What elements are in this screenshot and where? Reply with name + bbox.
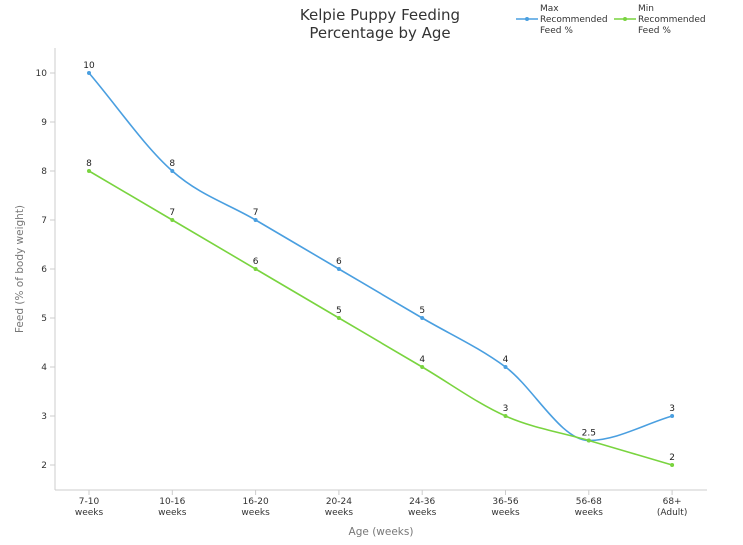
x-tick-label: 20-24 xyxy=(326,497,352,507)
x-tick-label: 56-68 xyxy=(576,497,602,507)
data-point xyxy=(170,169,175,173)
x-tick-label: weeks xyxy=(158,508,187,518)
x-tick-label: 16-20 xyxy=(243,497,269,507)
x-tick-label: 10-16 xyxy=(159,497,185,507)
legend-label: Feed % xyxy=(638,26,671,36)
x-tick-label: weeks xyxy=(325,508,354,518)
legend-swatch-marker xyxy=(525,17,529,21)
data-label: 7 xyxy=(169,208,175,218)
data-label: 2.5 xyxy=(582,429,596,439)
data-label: 3 xyxy=(669,404,675,414)
data-point xyxy=(503,365,508,369)
legend-swatch-marker xyxy=(623,17,627,21)
data-point xyxy=(503,414,508,418)
y-tick-label: 4 xyxy=(41,363,47,373)
x-tick-label: 7-10 xyxy=(79,497,100,507)
legend-label: Recommended xyxy=(638,15,706,25)
axes: 23456789107-10weeks10-16weeks16-20weeks2… xyxy=(36,48,707,518)
data-labels: 10 8 7 6 5 4 2.5 3 8 7 6 5 4 3 2 xyxy=(83,61,675,463)
data-point xyxy=(586,438,591,443)
data-label: 4 xyxy=(419,355,425,365)
data-label: 7 xyxy=(253,208,259,218)
x-tick-label: weeks xyxy=(575,508,604,518)
x-axis-title: Age (weeks) xyxy=(349,526,414,538)
y-tick-label: 7 xyxy=(41,216,47,226)
y-tick-label: 9 xyxy=(41,118,47,128)
data-point xyxy=(670,463,675,467)
x-tick-label: weeks xyxy=(491,508,520,518)
legend-label: Max xyxy=(540,4,559,14)
data-point xyxy=(420,365,425,369)
data-label: 6 xyxy=(336,257,342,267)
data-point xyxy=(253,218,258,222)
y-tick-label: 6 xyxy=(41,265,47,275)
x-tick-label: weeks xyxy=(408,508,437,518)
y-axis-title: Feed (% of body weight) xyxy=(14,205,26,333)
y-tick-label: 2 xyxy=(41,461,47,471)
data-point xyxy=(670,414,675,418)
data-point xyxy=(336,316,341,320)
data-label: 10 xyxy=(83,61,95,71)
legend-label: Recommended xyxy=(540,15,608,25)
data-point xyxy=(87,71,91,75)
data-label: 3 xyxy=(503,404,509,414)
x-tick-label: 24-36 xyxy=(409,497,435,507)
data-point xyxy=(253,267,258,271)
data-label: 4 xyxy=(503,355,509,365)
legend-label: Min xyxy=(638,4,654,14)
legend-label: Feed % xyxy=(540,26,573,36)
data-label: 5 xyxy=(419,306,425,316)
x-tick-label: (Adult) xyxy=(657,508,687,518)
y-tick-label: 10 xyxy=(36,69,48,79)
series-lines xyxy=(87,71,675,467)
data-label: 6 xyxy=(253,257,259,267)
x-tick-label: weeks xyxy=(241,508,270,518)
y-tick-label: 3 xyxy=(41,412,47,422)
y-tick-label: 8 xyxy=(41,167,47,177)
data-point xyxy=(87,169,91,173)
x-tick-label: 68+ xyxy=(663,497,682,507)
data-point xyxy=(336,267,341,271)
data-label: 8 xyxy=(86,159,92,169)
data-point xyxy=(420,316,425,320)
chart-title-line-1: Kelpie Puppy Feeding xyxy=(300,6,460,24)
x-tick-label: weeks xyxy=(75,508,104,518)
data-label: 2 xyxy=(669,453,675,463)
series-line-max xyxy=(88,72,673,442)
chart-title-line-2: Percentage by Age xyxy=(309,24,450,42)
data-label: 8 xyxy=(169,159,175,169)
y-tick-label: 5 xyxy=(41,314,47,324)
series-line-min xyxy=(88,170,673,466)
data-label: 5 xyxy=(336,306,342,316)
data-point xyxy=(170,218,175,222)
x-tick-label: 36-56 xyxy=(492,497,518,507)
